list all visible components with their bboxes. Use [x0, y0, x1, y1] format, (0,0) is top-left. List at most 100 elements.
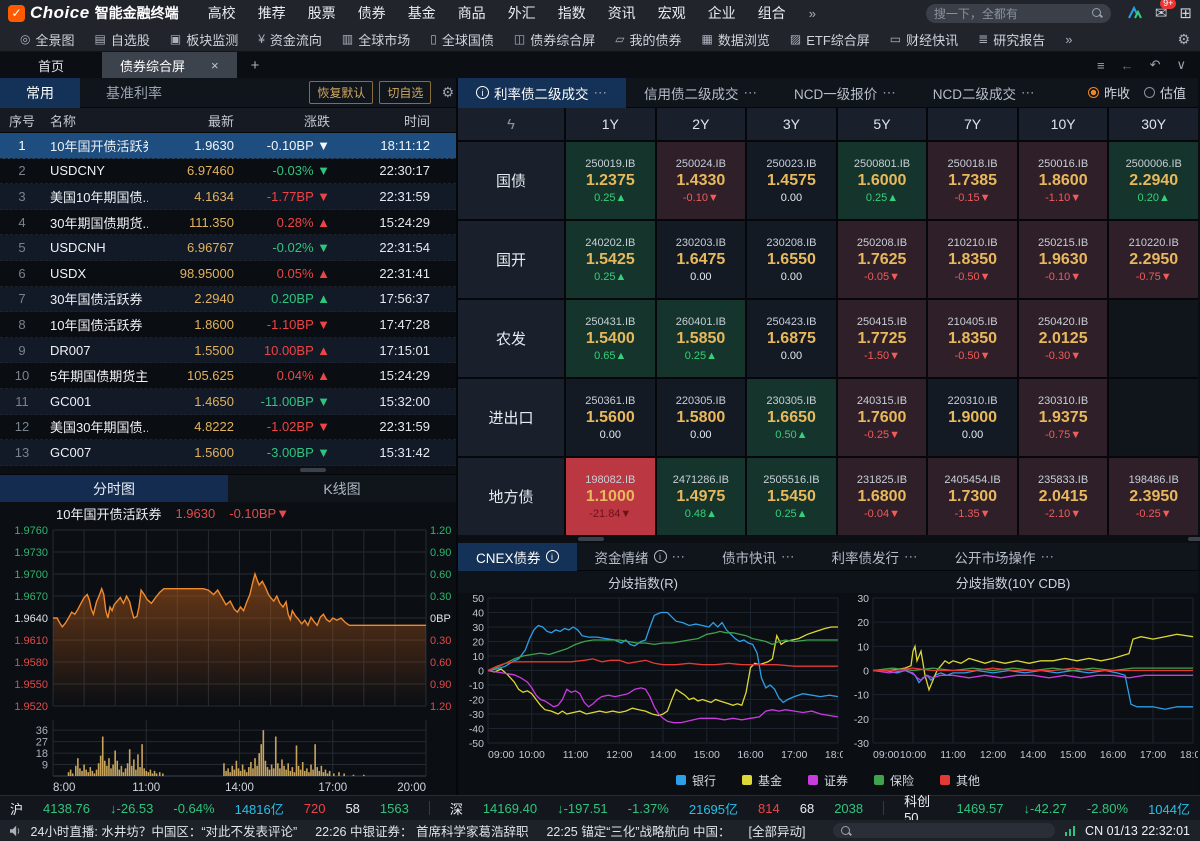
- cnex-tab-1[interactable]: 资金情绪 i ⋯: [577, 542, 705, 572]
- bond-cell[interactable]: 260401.IB 1.5850 0.25▲: [656, 300, 746, 377]
- table-row[interactable]: 2 USDCNY 6.97460 -0.03% ▼ 22:30:17: [0, 158, 456, 185]
- edit-layout-icon[interactable]: ≡: [1096, 57, 1105, 73]
- table-row[interactable]: 8 10年国债活跃券 1.8600 -1.10BP ▼ 17:47:28: [0, 312, 456, 338]
- bond-cell[interactable]: 230208.IB 1.6550 0.00: [747, 221, 836, 298]
- bond-cell[interactable]: 250420.IB 2.0125 -0.30▼: [1018, 300, 1108, 377]
- menu-推荐[interactable]: 推荐: [257, 5, 286, 21]
- switch-watchlist-button[interactable]: 切自选: [379, 81, 432, 104]
- close-tab-icon[interactable]: ×: [211, 57, 219, 73]
- bond-cell[interactable]: 230310.IB 1.9375 -0.75▼: [1018, 379, 1108, 456]
- bond-cell[interactable]: 220305.IB 1.5800 0.00: [656, 379, 746, 456]
- menu-资讯[interactable]: 资讯: [607, 5, 636, 21]
- add-tab-icon[interactable]: +: [250, 56, 260, 74]
- settings-gear-icon[interactable]: ⚙: [1177, 30, 1190, 47]
- toolbar-global-market[interactable]: ▥ 全球市场: [332, 30, 420, 49]
- chevron-down-icon[interactable]: ∨: [1176, 57, 1186, 72]
- bond-cell[interactable]: 250215.IB 1.9630 -0.10▼: [1018, 221, 1108, 298]
- bond-cell[interactable]: 250431.IB 1.5400 0.65▲: [566, 300, 655, 377]
- tab-home[interactable]: 首页: [38, 58, 65, 74]
- bond-cell[interactable]: 230305.IB 1.6650 0.50▲: [747, 379, 836, 456]
- toolbar-etf-screen[interactable]: ▨ ETF综合屏: [780, 30, 880, 49]
- toolbar-money-flow[interactable]: ¥ 资金流向: [248, 30, 332, 49]
- bond-cell[interactable]: 2471286.IB 1.4975 0.48▲: [656, 458, 746, 535]
- cnex-tab-2[interactable]: 债市快讯 ⋯: [704, 542, 814, 572]
- bond-cell[interactable]: 250415.IB 1.7725 -1.50▼: [837, 300, 927, 377]
- more-dots-icon[interactable]: ⋯: [743, 84, 758, 100]
- toolbar-global-bond[interactable]: ▯ 全球国债: [420, 30, 504, 49]
- bond-cell[interactable]: 198486.IB 2.3950 -0.25▼: [1109, 458, 1198, 535]
- menu-商品[interactable]: 商品: [457, 5, 486, 21]
- more-dots-icon[interactable]: ⋯: [671, 548, 687, 564]
- bond-cell[interactable]: 210220.IB 2.2950 -0.75▼: [1109, 221, 1198, 298]
- rate-tab-0[interactable]: i 利率债二级成交 ⋯: [458, 77, 626, 108]
- rate-tab-2[interactable]: NCD一级报价 ⋯: [776, 78, 915, 108]
- radio-估值[interactable]: 估值: [1143, 83, 1186, 102]
- watchlist-gear-icon[interactable]: ⚙: [441, 84, 454, 100]
- more-dots-icon[interactable]: ⋯: [882, 84, 897, 100]
- toolbar-watchlist[interactable]: ▤ 自选股: [85, 30, 160, 49]
- menu-企业[interactable]: 企业: [707, 5, 736, 21]
- table-row[interactable]: 1 10年国开债活跃券 1.9630 -0.10BP ▼ 18:11:12: [0, 133, 456, 159]
- bond-cell[interactable]: 220310.IB 1.9000 0.00: [928, 379, 1017, 456]
- menu-组合[interactable]: 组合: [757, 5, 786, 21]
- bond-cell[interactable]: 250023.IB 1.4575 0.00: [747, 142, 836, 219]
- rate-tab-3[interactable]: NCD二级成交 ⋯: [915, 78, 1054, 108]
- watchlist-tab-common[interactable]: 常用: [0, 77, 80, 108]
- radio-昨收[interactable]: 昨收: [1087, 83, 1130, 102]
- toolbar-data-browser[interactable]: ▦ 数据浏览: [692, 30, 780, 49]
- search-icon[interactable]: [1091, 7, 1103, 19]
- cnex-tab-3[interactable]: 利率债发行 ⋯: [814, 542, 937, 572]
- rate-tab-1[interactable]: 信用债二级成交 ⋯: [626, 78, 776, 108]
- toolbar-panorama[interactable]: ◎ 全景图: [10, 30, 85, 49]
- table-row[interactable]: 13 GC007 1.5600 -3.00BP ▼ 15:31:42: [0, 440, 456, 466]
- bond-cell[interactable]: 210210.IB 1.8350 -0.50▼: [928, 221, 1017, 298]
- bond-cell[interactable]: 240315.IB 1.7600 -0.25▼: [837, 379, 927, 456]
- tab-intraday[interactable]: 分时图: [0, 475, 228, 502]
- menu-债券[interactable]: 债券: [357, 5, 386, 21]
- more-dots-icon[interactable]: ⋯: [781, 548, 796, 564]
- menu-宏观[interactable]: 宏观: [657, 5, 686, 21]
- tab-kline[interactable]: K线图: [228, 475, 456, 502]
- bond-cell[interactable]: 250208.IB 1.7625 -0.05▼: [837, 221, 927, 298]
- bond-cell[interactable]: 250019.IB 1.2375 0.25▲: [566, 142, 655, 219]
- menu-指数[interactable]: 指数: [557, 5, 586, 21]
- bond-cell[interactable]: 235833.IB 2.0415 -2.10▼: [1018, 458, 1108, 535]
- ticker-search-input[interactable]: [833, 823, 1055, 838]
- watchlist-tab-benchmark[interactable]: 基准利率: [106, 84, 162, 101]
- table-row[interactable]: 3 美国10年期国债... 4.1634 -1.77BP ▼ 22:31:59: [0, 184, 456, 210]
- more-dots-icon[interactable]: ⋯: [904, 548, 919, 564]
- cnex-tab-4[interactable]: 公开市场操作 ⋯: [937, 542, 1074, 572]
- toolbar-more-chevron-icon[interactable]: »: [1065, 31, 1073, 47]
- more-dots-icon[interactable]: ⋯: [593, 84, 608, 100]
- menu-more-chevron-icon[interactable]: »: [808, 5, 816, 21]
- bond-cell[interactable]: 210405.IB 1.8350 -0.50▼: [928, 300, 1017, 377]
- bond-cell[interactable]: 250423.IB 1.6875 0.00: [747, 300, 836, 377]
- bond-cell[interactable]: 230203.IB 1.6475 0.00: [656, 221, 746, 298]
- divergence-cdb-chart[interactable]: 30 20 10 0 -10 -20 -30 09:00 10:00 11:00 12:00 14:0…: [843, 593, 1198, 769]
- back-arrow-icon[interactable]: ←: [1120, 57, 1134, 73]
- more-dots-icon[interactable]: ⋯: [1021, 84, 1036, 100]
- bond-cell[interactable]: 250024.IB 1.4330 -0.10▼: [656, 142, 746, 219]
- bond-cell[interactable]: 2500801.IB 1.6000 0.25▲: [837, 142, 927, 219]
- bond-cell[interactable]: 250018.IB 1.7385 -0.15▼: [928, 142, 1017, 219]
- bond-cell[interactable]: 250361.IB 1.5600 0.00: [566, 379, 655, 456]
- table-row[interactable]: 10 5年期国债期货主... 105.625 0.04% ▲ 15:24:29: [0, 363, 456, 389]
- table-row[interactable]: 5 USDCNH 6.96767 -0.02% ▼ 22:31:54: [0, 235, 456, 261]
- cnex-tab-0[interactable]: CNEX债券 i: [458, 541, 577, 572]
- global-search-input[interactable]: 搜一下，全都有: [925, 3, 1111, 23]
- menu-基金[interactable]: 基金: [407, 5, 436, 21]
- table-row[interactable]: 4 30年期国债期货... 111.350 0.28% ▲ 15:24:29: [0, 209, 456, 236]
- menu-股票[interactable]: 股票: [307, 5, 336, 21]
- bond-cell[interactable]: 198082.IB 1.1000 -21.84▼: [566, 458, 655, 535]
- table-row[interactable]: 11 GC001 1.4650 -11.00BP ▼ 15:32:00: [0, 388, 456, 415]
- table-row[interactable]: 9 DR007 1.5500 10.00BP ▲ 17:15:01: [0, 337, 456, 364]
- toolbar-news-flash[interactable]: ▭ 财经快讯: [880, 30, 968, 49]
- menu-高校[interactable]: 高校: [207, 5, 236, 21]
- bond-cell[interactable]: 240202.IB 1.5425 0.25▲: [566, 221, 655, 298]
- toolbar-sector-monitor[interactable]: ▣ 板块监测: [160, 30, 248, 49]
- undo-arrow-icon[interactable]: ↶: [1149, 57, 1161, 72]
- bond-cell[interactable]: 2505516.IB 1.5450 0.25▲: [747, 458, 836, 535]
- toolbar-my-bonds[interactable]: ▱ 我的债券: [605, 30, 691, 49]
- apps-grid-icon[interactable]: ⊞: [1179, 5, 1192, 22]
- table-row[interactable]: 12 美国30年期国债... 4.8222 -1.02BP ▼ 22:31:59: [0, 414, 456, 441]
